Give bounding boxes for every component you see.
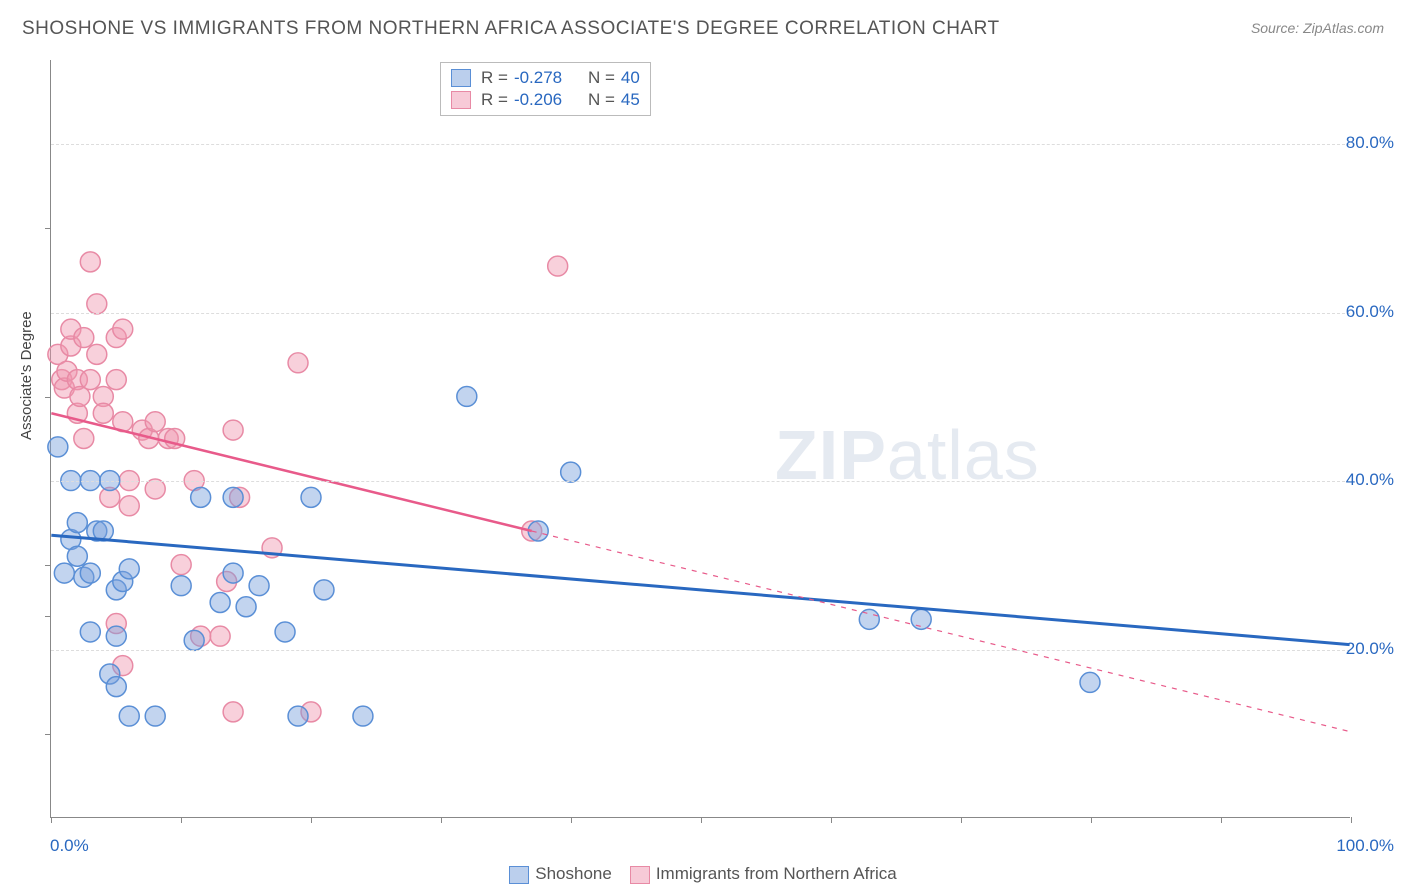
regression-line <box>51 535 1349 644</box>
data-point <box>80 370 100 390</box>
r-value: -0.278 <box>514 68 582 88</box>
data-point <box>171 555 191 575</box>
x-tick <box>1091 817 1092 823</box>
legend-item: Shoshone <box>509 864 612 884</box>
data-point <box>1080 672 1100 692</box>
legend-correlation-box: R = -0.278 N = 40 R = -0.206 N = 45 <box>440 62 651 116</box>
x-tick <box>831 817 832 823</box>
data-point <box>93 403 113 423</box>
y-tick-minor <box>45 565 51 566</box>
legend-label: Shoshone <box>535 864 612 883</box>
data-point <box>113 319 133 339</box>
data-point <box>561 462 581 482</box>
data-point <box>119 706 139 726</box>
x-tick <box>1351 817 1352 823</box>
data-point <box>249 576 269 596</box>
x-tick <box>311 817 312 823</box>
data-point <box>119 496 139 516</box>
data-point <box>859 609 879 629</box>
y-axis-label: Associate's Degree <box>18 311 35 440</box>
y-tick-minor <box>45 228 51 229</box>
data-point <box>223 702 243 722</box>
y-tick-label: 60.0% <box>1346 302 1394 322</box>
regression-extension <box>532 531 1350 732</box>
gridline-h <box>51 144 1350 145</box>
data-point <box>911 609 931 629</box>
data-point <box>87 344 107 364</box>
x-tick <box>51 817 52 823</box>
chart-title: SHOSHONE VS IMMIGRANTS FROM NORTHERN AFR… <box>22 18 1000 40</box>
data-point <box>80 252 100 272</box>
data-point <box>80 622 100 642</box>
r-label: R = <box>481 90 508 110</box>
legend-label: Immigrants from Northern Africa <box>656 864 897 883</box>
chart-plot-area <box>50 60 1350 818</box>
data-point <box>80 563 100 583</box>
data-point <box>184 630 204 650</box>
data-point <box>145 706 165 726</box>
data-point <box>106 370 126 390</box>
x-tick-label: 0.0% <box>50 836 89 856</box>
x-tick <box>571 817 572 823</box>
data-point <box>288 706 308 726</box>
data-point <box>74 328 94 348</box>
data-point <box>67 513 87 533</box>
legend-swatch <box>451 91 471 109</box>
data-point <box>288 353 308 373</box>
data-point <box>210 593 230 613</box>
data-point <box>275 622 295 642</box>
y-tick-minor <box>45 397 51 398</box>
data-point <box>353 706 373 726</box>
data-point <box>48 437 68 457</box>
legend-swatch <box>451 69 471 87</box>
y-tick-label: 40.0% <box>1346 470 1394 490</box>
n-value: 45 <box>621 90 640 110</box>
x-tick <box>181 817 182 823</box>
legend-correlation-row: R = -0.278 N = 40 <box>451 67 640 89</box>
legend-correlation-row: R = -0.206 N = 45 <box>451 89 640 111</box>
data-point <box>210 626 230 646</box>
n-value: 40 <box>621 68 640 88</box>
y-tick-minor <box>45 734 51 735</box>
legend-series: Shoshone Immigrants from Northern Africa <box>0 864 1406 884</box>
legend-swatch <box>509 866 529 884</box>
data-point <box>145 412 165 432</box>
gridline-h <box>51 313 1350 314</box>
source-label: Source: ZipAtlas.com <box>1251 20 1384 36</box>
data-point <box>236 597 256 617</box>
gridline-h <box>51 481 1350 482</box>
y-tick-label: 80.0% <box>1346 133 1394 153</box>
n-label: N = <box>588 90 615 110</box>
y-tick-label: 20.0% <box>1346 639 1394 659</box>
legend-item: Immigrants from Northern Africa <box>630 864 897 884</box>
data-point <box>119 559 139 579</box>
data-point <box>171 576 191 596</box>
n-label: N = <box>588 68 615 88</box>
data-point <box>457 386 477 406</box>
x-tick <box>1221 817 1222 823</box>
data-point <box>106 626 126 646</box>
x-tick <box>441 817 442 823</box>
x-tick <box>961 817 962 823</box>
x-tick <box>701 817 702 823</box>
data-point <box>74 429 94 449</box>
gridline-h <box>51 650 1350 651</box>
data-point <box>223 420 243 440</box>
data-point <box>67 546 87 566</box>
y-tick-minor <box>45 616 51 617</box>
data-point <box>191 487 211 507</box>
data-point <box>223 487 243 507</box>
data-point <box>223 563 243 583</box>
x-tick-label: 100.0% <box>1336 836 1394 856</box>
r-value: -0.206 <box>514 90 582 110</box>
data-point <box>54 563 74 583</box>
data-point <box>314 580 334 600</box>
data-point <box>548 256 568 276</box>
data-point <box>87 294 107 314</box>
chart-svg <box>51 60 1350 817</box>
legend-swatch <box>630 866 650 884</box>
data-point <box>106 677 126 697</box>
r-label: R = <box>481 68 508 88</box>
data-point <box>301 487 321 507</box>
